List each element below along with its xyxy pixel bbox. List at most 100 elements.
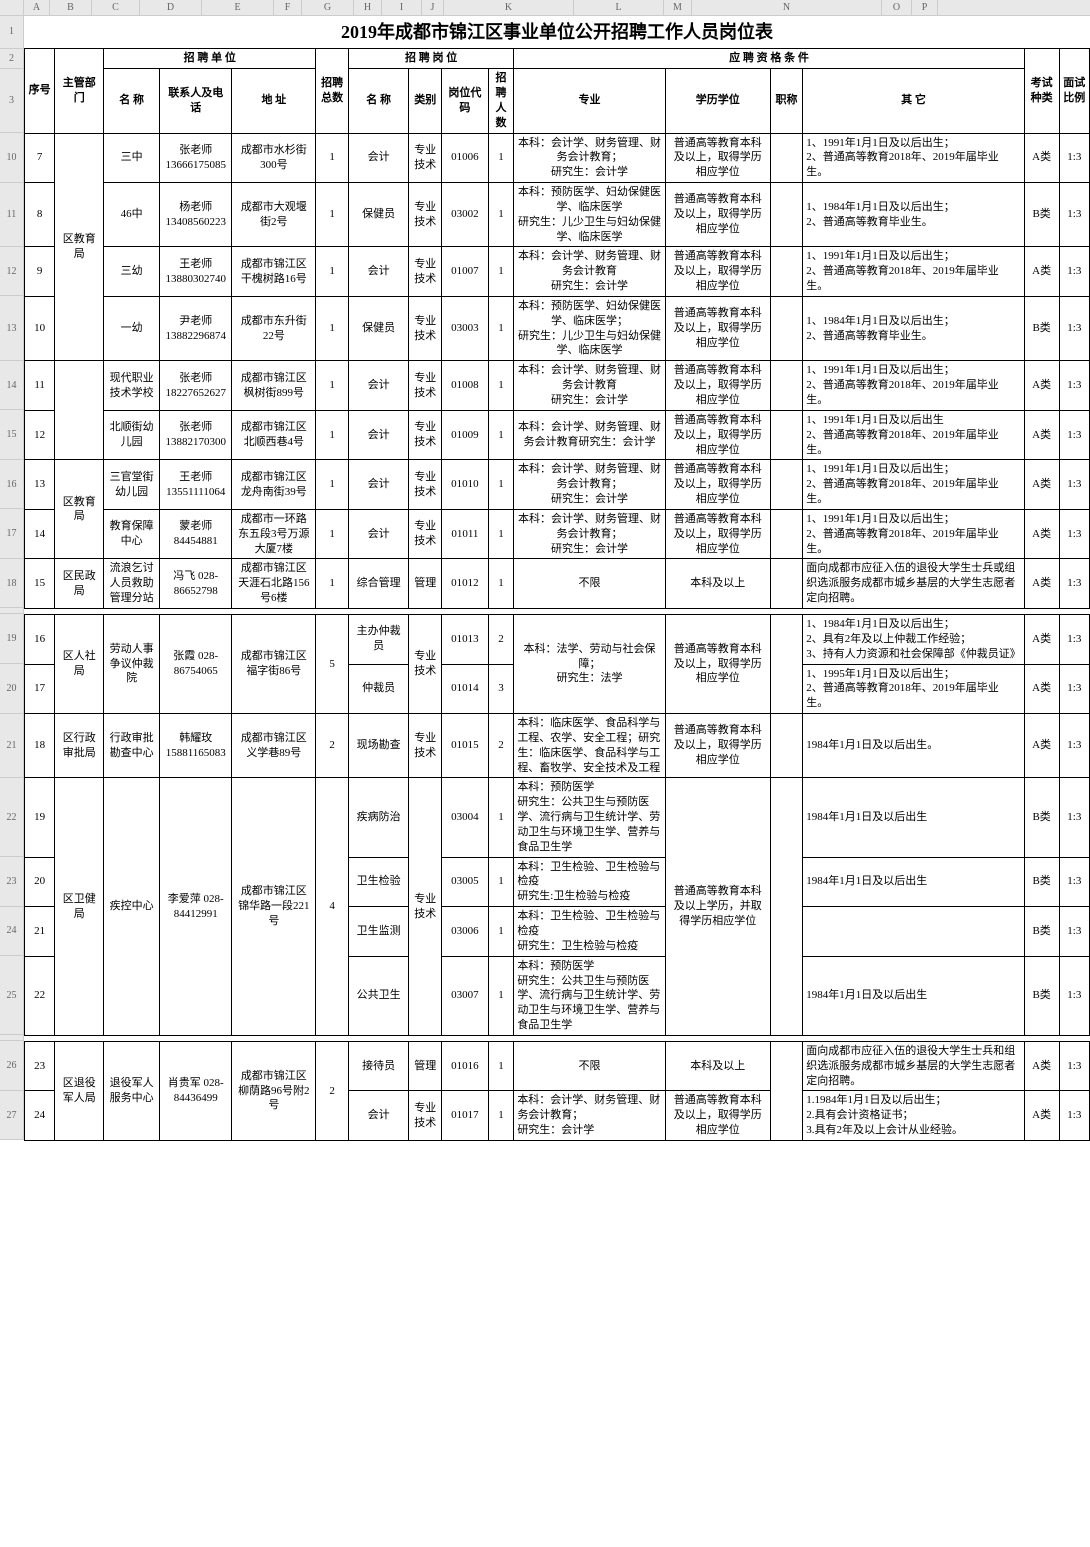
cell: A类 [1024,361,1059,411]
cell: 卫生监测 [348,907,409,957]
col-header: K [444,0,574,15]
cell: 专业技术 [409,247,442,297]
cell: 1:3 [1059,509,1089,559]
cell: 1、1984年1月1日及以后出生；2、普通高等教育毕业生。 [803,183,1024,247]
cell [55,361,104,460]
table-row: 15区民政局流浪乞讨人员救助管理分站冯飞 028-86652798成都市锦江区天… [25,559,1090,609]
cell: 1:3 [1059,133,1089,183]
cell: 1 [488,857,514,907]
cell: 综合管理 [348,559,409,609]
row-number: 10 [0,133,24,183]
cell: 16 [25,614,55,664]
cell: 接待员 [348,1041,409,1091]
col-header: P [912,0,938,15]
row-number: 11 [0,183,24,247]
cell: 王老师13551111064 [160,460,232,510]
row-number: 1 [0,16,24,49]
cell: 会计 [348,247,409,297]
cell: 成都市东升街22号 [232,296,316,360]
cell: 1:3 [1059,296,1089,360]
cell: 仲裁员 [348,664,409,714]
cell: 1 [316,559,349,609]
cell: 1 [488,907,514,957]
row-number: 25 [0,956,24,1035]
cell: 1 [488,296,514,360]
cell: 普通高等教育本科及以上，取得学历相应学位 [665,410,770,460]
cell: 14 [25,509,55,559]
cell: 2 [316,714,349,778]
col-header: N [692,0,882,15]
cell: A类 [1024,559,1059,609]
cell: 区卫健局 [55,778,104,1036]
cell: 1 [488,1091,514,1141]
cell: 会计 [348,410,409,460]
cell: 23 [25,1041,55,1091]
cell: 会计 [348,509,409,559]
cell: 成都市水杉街300号 [232,133,316,183]
cell: 专业技术 [409,296,442,360]
cell: 会计 [348,361,409,411]
cell: 1984年1月1日及以后出生 [803,778,1024,857]
cell [770,778,803,1036]
main-table: 2019年成都市锦江区事业单位公开招聘工作人员岗位表序号主管部门招 聘 单 位招… [24,16,1090,1141]
cell: 本科：预防医学研究生：公共卫生与预防医学、流行病与卫生统计学、劳动卫生与环境卫生… [514,778,665,857]
cell: 普通高等教育本科及以上，取得学历相应学位 [665,296,770,360]
cell: 2 [488,714,514,778]
cell: 1、1991年1月1日及以后出生；2、普通高等教育2018年、2019年届毕业生… [803,133,1024,183]
cell: 专业技术 [409,714,442,778]
cell: 专业技术 [409,133,442,183]
cell: 1 [316,361,349,411]
cell: 管理 [409,1041,442,1091]
cell: 本科及以上 [665,559,770,609]
cell: 区行政审批局 [55,714,104,778]
cell: 专业技术 [409,361,442,411]
col-header [0,0,24,15]
cell: 1、1991年1月1日及以后出生；2、普通高等教育2018年、2019年届毕业生… [803,460,1024,510]
cell: 1 [488,183,514,247]
cell: 1:3 [1059,247,1089,297]
cell: 15 [25,559,55,609]
cell [770,614,803,713]
cell: B类 [1024,296,1059,360]
cell: 1:3 [1059,614,1089,664]
cell [770,1041,803,1140]
cell: 面向成都市应征入伍的退役大学生士兵或组织选派服务成都市城乡基层的大学生志愿者定向… [803,559,1024,609]
col-header: I [382,0,422,15]
cell: 1984年1月1日及以后出生。 [803,714,1024,778]
cell: 三官堂街幼儿园 [104,460,160,510]
cell: 专业技术 [409,509,442,559]
cell: 保健员 [348,296,409,360]
cell: 普通高等教育本科及以上，取得学历相应学位 [665,247,770,297]
cell: 1、1991年1月1日及以后出生；2、普通高等教育2018年、2019年届毕业生… [803,509,1024,559]
table-row: 18区行政审批局行政审批勘查中心韩耀玫15881165083成都市锦江区义学巷8… [25,714,1090,778]
cell: 1:3 [1059,714,1089,778]
cell: 3 [488,664,514,714]
cell: 17 [25,664,55,714]
cell: 普通高等教育本科及以上学历，并取得学历相应学位 [665,778,770,1036]
cell: 13 [25,460,55,510]
cell: 19 [25,778,55,857]
cell: 1 [316,296,349,360]
cell: 1 [316,509,349,559]
cell: 职称 [770,69,803,133]
cell: 1:3 [1059,559,1089,609]
cell: 01009 [442,410,489,460]
cell: 成都市锦江区干槐树路16号 [232,247,316,297]
cell: 1 [316,410,349,460]
table-row: 13区教育局三官堂街幼儿园王老师13551111064成都市锦江区龙舟南街39号… [25,460,1090,510]
col-header: B [50,0,92,15]
table-row: 11现代职业技术学校张老师18227652627成都市锦江区枫树街899号1会计… [25,361,1090,411]
cell: 1 [488,778,514,857]
cell: 03007 [442,956,489,1035]
cell: 流浪乞讨人员救助管理分站 [104,559,160,609]
cell: 教育保障中心 [104,509,160,559]
cell: 杨老师13408560223 [160,183,232,247]
cell: 03003 [442,296,489,360]
cell: 尹老师13882296874 [160,296,232,360]
cell: 1984年1月1日及以后出生 [803,857,1024,907]
cell: 成都市锦江区柳荫路96号附2号 [232,1041,316,1140]
cell: 面向成都市应征入伍的退役大学生士兵和组织选派服务成都市城乡基层的大学生志愿者定向… [803,1041,1024,1091]
cell: 本科：会计学、财务管理、财务会计教育；研究生：会计学 [514,509,665,559]
row-number: 17 [0,509,24,559]
cell: 专业技术 [409,410,442,460]
